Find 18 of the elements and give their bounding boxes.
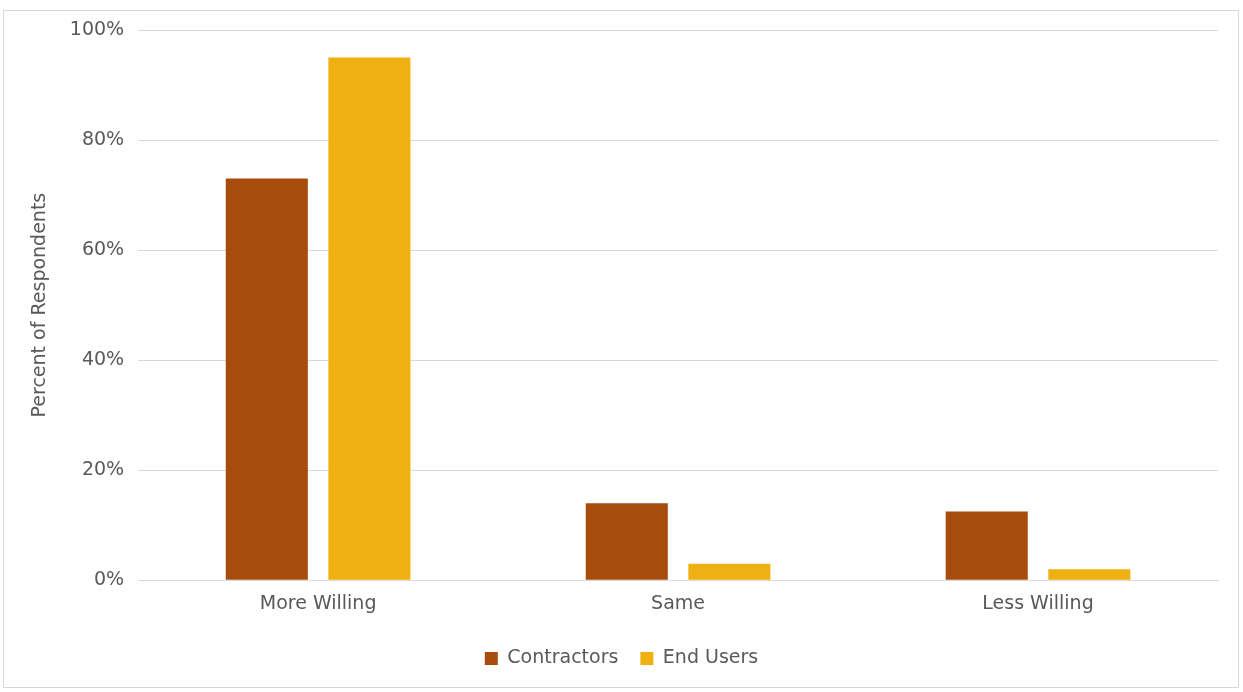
y-tick-label: 0%	[93, 567, 125, 590]
y-tick-label: 60%	[81, 237, 125, 260]
y-tick-label: 100%	[69, 16, 125, 39]
legend-label: Contractors	[507, 645, 619, 668]
bar	[1048, 569, 1131, 580]
y-tick-label: 20%	[81, 457, 125, 480]
bar	[945, 511, 1028, 580]
bar	[225, 178, 308, 580]
x-tick-label: Same	[651, 590, 706, 613]
bar	[328, 57, 411, 580]
bar	[585, 503, 668, 580]
y-tick-label: 40%	[81, 347, 125, 370]
y-axis-title: Percent of Respondents	[27, 192, 50, 418]
x-tick-label: More Willing	[259, 590, 377, 613]
bar	[688, 563, 771, 580]
x-tick-label: Less Willing	[982, 590, 1094, 613]
legend-label: End Users	[662, 645, 759, 668]
y-tick-label: 80%	[81, 126, 125, 149]
